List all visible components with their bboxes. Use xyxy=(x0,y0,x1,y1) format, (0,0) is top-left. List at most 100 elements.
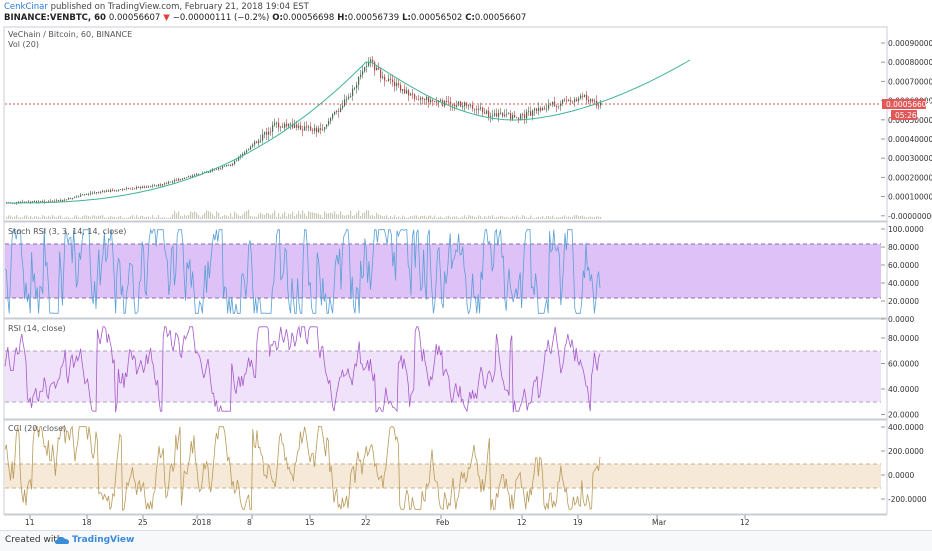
candle xyxy=(268,131,270,135)
candle xyxy=(154,185,156,187)
stoch-axis[interactable]: 100.0000 80.0000 60.0000 40.0000 20.0000 0.00… xyxy=(881,225,924,324)
volume-bar xyxy=(274,210,276,219)
chart-canvas[interactable]: VeChain / Bitcoin, 60, BINANCE Vol (20) … xyxy=(0,25,932,530)
time-label: 18 xyxy=(82,518,92,527)
volume-bar xyxy=(44,216,46,219)
volume-bar xyxy=(32,217,34,219)
volume-bar xyxy=(518,217,520,219)
volume-bar xyxy=(246,211,248,219)
volume-bar xyxy=(370,215,372,219)
candle xyxy=(390,78,392,80)
volume-bar xyxy=(198,214,200,219)
tradingview-brand-link[interactable]: TradingView xyxy=(72,535,135,545)
candle xyxy=(384,76,386,81)
volume-bar xyxy=(566,217,568,219)
volume-bar xyxy=(470,215,472,219)
volume-bar xyxy=(22,217,24,219)
candle xyxy=(398,83,400,85)
candle xyxy=(460,101,462,107)
candle xyxy=(540,107,542,111)
volume-bar xyxy=(38,216,40,219)
candle xyxy=(104,190,106,192)
candle xyxy=(292,123,294,128)
volume-bar xyxy=(152,215,154,219)
candle xyxy=(108,190,110,192)
candle xyxy=(24,201,26,203)
candle xyxy=(326,124,328,128)
candle xyxy=(128,188,130,189)
candle xyxy=(256,141,258,144)
cci-axis[interactable]: 400.0000 200.0000 0.0000 -200.0000 xyxy=(881,423,927,504)
stoch-pane[interactable] xyxy=(3,221,888,319)
candle xyxy=(388,78,390,82)
candle xyxy=(402,89,404,91)
volume-bar xyxy=(574,215,576,219)
volume-bar xyxy=(190,211,192,219)
volume-bar xyxy=(562,216,564,219)
author-link[interactable]: CenkCinar xyxy=(4,2,48,12)
volume-bar xyxy=(424,215,426,219)
rsi-pane[interactable] xyxy=(3,318,888,420)
volume-bar xyxy=(582,215,584,219)
candle xyxy=(102,190,104,192)
symbol-label: BINANCE:VENBTC, 60 xyxy=(4,13,106,23)
volume-bar xyxy=(284,211,286,219)
candle xyxy=(318,128,320,133)
volume-bar xyxy=(420,215,422,219)
volume-bar xyxy=(226,215,228,219)
volume-bar xyxy=(250,215,252,219)
ohlc-low: 0.00056502 xyxy=(410,13,463,23)
cci-pane[interactable] xyxy=(3,419,888,515)
candle xyxy=(434,100,436,102)
volume-bar xyxy=(338,214,340,219)
candle xyxy=(496,113,498,117)
volume-bar xyxy=(492,215,494,219)
volume-bar xyxy=(106,217,108,219)
volume-bar xyxy=(214,216,216,219)
volume-bar xyxy=(300,214,302,219)
tradingview-cloud-icon[interactable] xyxy=(55,536,69,545)
volume-bar xyxy=(36,216,38,219)
volume-bar xyxy=(406,217,408,219)
volume-bar xyxy=(522,215,524,219)
volume-bar xyxy=(108,216,110,219)
volume-bar xyxy=(262,214,264,219)
candle xyxy=(562,99,564,104)
candle xyxy=(64,199,66,201)
volume-bar xyxy=(528,217,530,219)
volume-bar xyxy=(154,217,156,219)
axis-label: 0.00050000 xyxy=(888,116,932,125)
main-pane[interactable] xyxy=(3,26,888,222)
rsi-axis[interactable]: 80.0000 60.0000 40.0000 20.0000 xyxy=(881,334,919,420)
volume-bar xyxy=(506,216,508,219)
volume-bar xyxy=(252,216,254,219)
ohlc-close-key: C: xyxy=(465,13,475,23)
candle xyxy=(188,176,190,178)
volume-bar xyxy=(132,215,134,219)
volume-bar xyxy=(184,214,186,219)
price-axis[interactable]: 0.000900000.000800000.000700000.00060000… xyxy=(881,39,932,221)
candle xyxy=(280,126,282,128)
candle xyxy=(546,108,548,110)
candle xyxy=(180,178,182,180)
candle xyxy=(190,176,192,178)
volume-bar xyxy=(478,215,480,219)
axis-label: 0.00090000 xyxy=(888,39,932,48)
volume-bar xyxy=(352,216,354,219)
volume-bar xyxy=(316,212,318,219)
volume-bar xyxy=(138,217,140,219)
change-value: −0.00000111 (−0.2%) xyxy=(172,13,270,23)
candle xyxy=(100,191,102,193)
candle xyxy=(506,113,508,115)
time-label: 19 xyxy=(573,518,583,527)
volume-title: Vol (20) xyxy=(8,40,39,49)
volume-bar xyxy=(140,215,142,219)
volume-bar xyxy=(576,215,578,219)
volume-bar xyxy=(80,217,82,219)
volume-bar xyxy=(208,211,210,219)
volume-bar xyxy=(404,216,406,219)
time-axis[interactable]: 11 18 25 2018 8 15 22 Feb 12 19 Mar 12 xyxy=(25,515,750,527)
rsi-line xyxy=(4,325,601,413)
volume-bar xyxy=(584,216,586,219)
candle xyxy=(544,108,546,109)
